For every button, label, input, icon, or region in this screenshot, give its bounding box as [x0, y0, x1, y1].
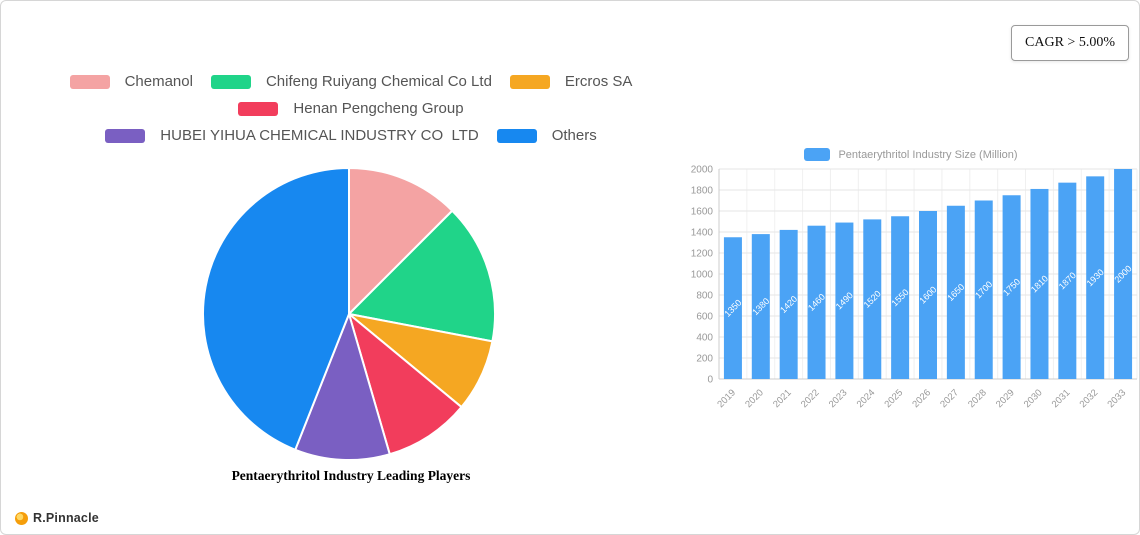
axis-or-value-label: 2021: [771, 387, 794, 410]
axis-or-value-label: 400: [696, 333, 713, 344]
pie-slice-chemanol[interactable]: [348, 167, 454, 315]
legend-label: HUBEI YIHUA CHEMICAL INDUSTRY CO LTD: [160, 127, 479, 144]
cagr-badge: CAGR > 5.00%: [1011, 25, 1129, 61]
pie-chart-title: Pentaerythritol Industry Leading Players: [231, 468, 471, 483]
bar-2022[interactable]: [807, 225, 826, 379]
legend-item-henan-pengcheng-group[interactable]: Henan Pengcheng Group: [238, 100, 464, 117]
axis-or-value-label: 1600: [691, 207, 714, 218]
axis-or-value-label: 2032: [1078, 387, 1101, 410]
axis-or-value-label: 2023: [827, 387, 850, 410]
bar-chart: 0200400600800100012001400160018002000135…: [691, 165, 1138, 410]
axis-or-value-label: 600: [696, 312, 713, 323]
legend-swatch: [238, 101, 279, 116]
brand-name: R.Pinnacle: [33, 511, 99, 525]
axis-or-value-label: 800: [696, 291, 713, 302]
legend-row: Chemanol Chifeng Ruiyang Chemical Co Ltd E…: [69, 73, 633, 90]
legend-label: Chifeng Ruiyang Chemical Co Ltd: [265, 73, 492, 90]
legend-item-chemanol[interactable]: Chemanol: [69, 73, 193, 90]
bar-2032[interactable]: [1086, 176, 1105, 379]
axis-or-value-label: 1200: [691, 249, 714, 260]
axis-or-value-label: 2033: [1105, 387, 1128, 410]
bar-legend-swatch: [804, 148, 831, 161]
axis-or-value-label: 0: [707, 375, 713, 386]
pie-chart: [202, 167, 496, 461]
bar-2023[interactable]: [835, 222, 854, 379]
bar-2033[interactable]: [1114, 169, 1133, 379]
bar-2024[interactable]: [863, 219, 882, 379]
bar-2031[interactable]: [1058, 182, 1077, 379]
bar-2030[interactable]: [1030, 188, 1049, 379]
bar-2026[interactable]: [919, 211, 937, 379]
axis-or-value-label: 2026: [910, 387, 933, 410]
axis-or-value-label: 1800: [691, 186, 714, 197]
axis-or-value-label: 2019: [715, 387, 738, 410]
pinnacle-logo-icon: [15, 511, 28, 525]
axis-or-value-label: 2030: [1022, 387, 1045, 410]
legend-item-chifeng-ruiyang-chemical-co-ltd[interactable]: Chifeng Ruiyang Chemical Co Ltd: [210, 73, 492, 90]
cagr-badge-label: CAGR > 5.00%: [1025, 35, 1115, 50]
bar-2020[interactable]: [751, 234, 770, 379]
bar-2019[interactable]: [723, 237, 742, 379]
bar-2028[interactable]: [974, 200, 993, 380]
axis-or-value-label: 1400: [691, 228, 714, 239]
pie-legend: Chemanol Chifeng Ruiyang Chemical Co Ltd E…: [1, 73, 701, 144]
axis-or-value-label: 2020: [743, 387, 766, 410]
legend-swatch: [69, 74, 110, 89]
legend-swatch: [105, 128, 146, 143]
legend-swatch: [509, 74, 550, 89]
pie-slice-chifeng-ruiyang-chemical-co-ltd[interactable]: [348, 209, 496, 343]
axis-or-value-label: 2025: [883, 387, 906, 410]
bar-2029[interactable]: [1002, 195, 1021, 379]
legend-swatch: [496, 128, 537, 143]
axis-or-value-label: 200: [696, 354, 713, 365]
bar-legend[interactable]: Pentaerythritol Industry Size (Million): [681, 148, 1139, 161]
pie-slice-henan-pengcheng-group[interactable]: [348, 313, 463, 456]
bar-legend-label: Pentaerythritol Industry Size (Million): [838, 148, 1018, 161]
brand-logo: R.Pinnacle: [15, 511, 99, 525]
legend-item-ercros-sa[interactable]: Ercros SA: [509, 73, 633, 90]
legend-swatch: [210, 74, 251, 89]
legend-label: Others: [551, 127, 597, 144]
legend-item-others[interactable]: Others: [496, 127, 597, 144]
legend-item-hubei-yihua-chemical-industry-co-ltd[interactable]: HUBEI YIHUA CHEMICAL INDUSTRY CO LTD: [105, 127, 479, 144]
axis-or-value-label: 2024: [855, 387, 878, 410]
axis-or-value-label: 2028: [966, 387, 989, 410]
axis-or-value-label: 2029: [994, 387, 1017, 410]
legend-row: Henan Pengcheng Group: [238, 100, 464, 117]
pie-slice-hubei-yihua-chemical-industry-co-ltd[interactable]: [294, 313, 391, 461]
axis-or-value-label: 2031: [1050, 387, 1073, 410]
legend-label: Ercros SA: [564, 73, 633, 90]
axis-or-value-label: 2000: [691, 165, 714, 176]
legend-label: Henan Pengcheng Group: [293, 100, 464, 117]
axis-or-value-label: 2022: [799, 387, 822, 410]
pie-slice-others[interactable]: [202, 167, 350, 451]
legend-row: HUBEI YIHUA CHEMICAL INDUSTRY CO LTD Othe…: [105, 127, 597, 144]
legend-label: Chemanol: [124, 73, 193, 90]
axis-or-value-label: 1000: [691, 270, 714, 281]
bar-2025[interactable]: [891, 216, 910, 379]
axis-or-value-label: 2027: [938, 387, 961, 410]
bar-2021[interactable]: [779, 229, 798, 379]
bar-2027[interactable]: [946, 205, 965, 379]
